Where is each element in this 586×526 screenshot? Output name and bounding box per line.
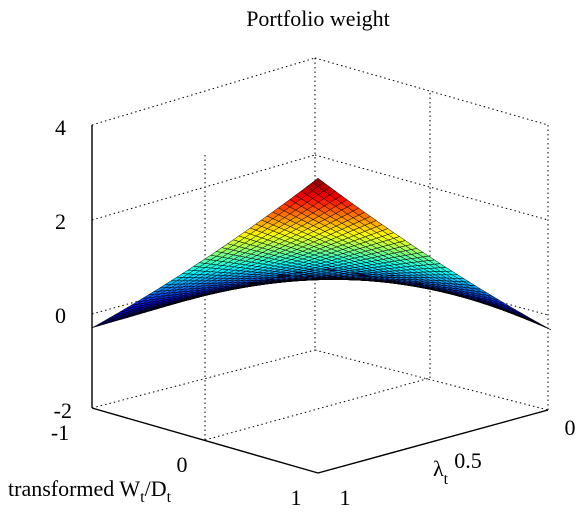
y-axis-line bbox=[317, 409, 549, 474]
z-tick-label: 2 bbox=[55, 209, 66, 234]
grid-line-top-right bbox=[314, 57, 549, 126]
z-tick-label: -2 bbox=[54, 398, 72, 423]
grid-line-top-left bbox=[91, 57, 316, 126]
grid-line-z2-left bbox=[91, 154, 316, 221]
x-axis-line bbox=[91, 407, 319, 474]
x-axis-label-sep: /D bbox=[145, 476, 167, 501]
grid-line-floor-left bbox=[91, 349, 316, 409]
surface-mesh bbox=[91, 177, 552, 331]
x-axis-label-sub: t bbox=[167, 489, 172, 506]
y-tick-label: 0.5 bbox=[454, 448, 482, 473]
x-axis-label-sub: t bbox=[140, 489, 145, 506]
surface-cell bbox=[539, 324, 552, 331]
y-axis-label: λt bbox=[433, 456, 449, 488]
x-tick-label: 1 bbox=[291, 485, 302, 510]
y-tick-label: 1 bbox=[340, 485, 351, 510]
grid-line-floor-right bbox=[314, 349, 549, 411]
x-tick-label: 0 bbox=[177, 452, 188, 477]
chart-title: Portfolio weight bbox=[246, 6, 390, 31]
y-tick-label: 0 bbox=[565, 415, 576, 440]
y-axis-label-main: λ bbox=[433, 456, 444, 481]
x-axis-label-main: transformed W bbox=[8, 476, 140, 501]
x-ticks: -1 0 1 bbox=[51, 420, 302, 510]
grid-line-floor-x0 bbox=[204, 377, 431, 441]
axes bbox=[91, 125, 549, 474]
x-axis-label: transformed Wt/Dt bbox=[8, 476, 172, 506]
x-tick-label: -1 bbox=[51, 420, 69, 445]
z-ticks: 4 2 0 -2 bbox=[54, 115, 72, 423]
z-tick-label: 4 bbox=[55, 115, 66, 140]
y-ticks: 1 0.5 0 bbox=[340, 415, 576, 510]
y-axis-label-sub: t bbox=[444, 471, 449, 488]
z-tick-label: 0 bbox=[55, 303, 66, 328]
